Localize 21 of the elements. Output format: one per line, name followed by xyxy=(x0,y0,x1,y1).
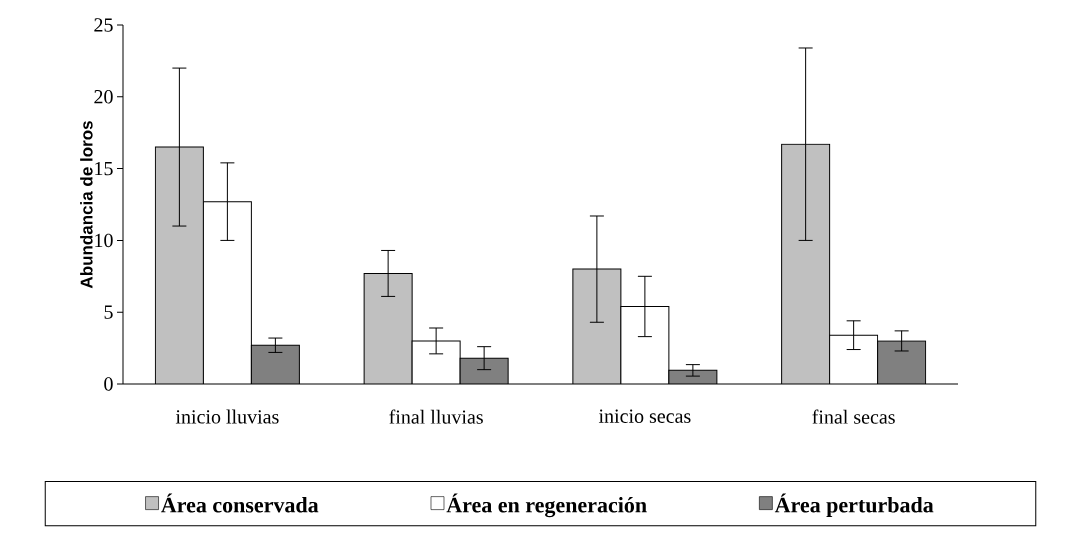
x-tick-label: inicio lluvias xyxy=(175,409,279,424)
y-tick-label: 20 xyxy=(94,90,113,104)
y-tick-label: 0 xyxy=(104,377,113,391)
x-tick-label: final secas xyxy=(812,409,895,424)
x-tick-label: inicio secas xyxy=(598,409,691,423)
legend-label: Área perturbada xyxy=(774,493,934,517)
y-tick-label: 25 xyxy=(94,18,113,32)
y-tick-label: 10 xyxy=(95,233,113,248)
bar xyxy=(460,358,509,384)
x-tick-label: final lluvias xyxy=(389,409,483,424)
bar xyxy=(781,143,831,384)
bar xyxy=(877,340,927,384)
legend-label: Área conservada xyxy=(161,493,319,513)
bar xyxy=(155,147,204,384)
y-tick-label: 5 xyxy=(104,305,113,319)
y-tick-label: 15 xyxy=(95,161,113,176)
bar xyxy=(251,345,300,384)
bar xyxy=(572,269,621,384)
y-axis-title: Abundancia de loros xyxy=(80,121,93,289)
bar xyxy=(364,273,413,384)
legend-label: Área en regeneración xyxy=(446,493,647,518)
